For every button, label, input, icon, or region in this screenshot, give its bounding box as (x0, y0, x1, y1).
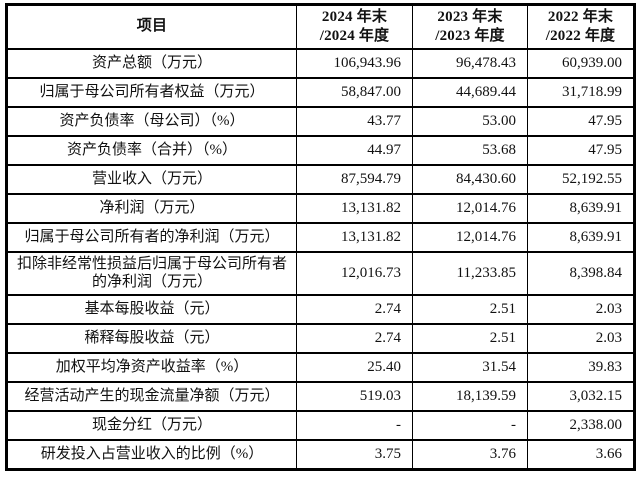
row-value: 96,478.43 (412, 47, 528, 79)
table-row: 稀释每股收益（元） 2.74 2.51 2.03 (6, 323, 635, 354)
header-year-2022-line2: /2022 年度 (545, 27, 616, 44)
row-value: 12,014.76 (412, 192, 528, 224)
row-value: 2.51 (412, 323, 528, 354)
header-item-label: 项目 (136, 18, 168, 35)
table-row: 研发投入占营业收入的比例（%） 3.75 3.76 3.66 (6, 439, 635, 470)
table-row: 净利润（万元） 13,131.82 12,014.76 8,639.91 (6, 192, 635, 224)
table-row: 资产总额（万元） 106,943.96 96,478.43 60,939.00 (6, 47, 635, 79)
row-value: 25.40 (296, 352, 413, 383)
row-value: 39.83 (527, 352, 635, 383)
row-value: 106,943.96 (296, 47, 413, 79)
row-item-label: 营业收入（万元） (6, 163, 297, 195)
table-row: 基本每股收益（元） 2.74 2.51 2.03 (6, 294, 635, 325)
row-value: 58,847.00 (296, 76, 413, 108)
header-year-2024: 2024 年末 /2024 年度 (296, 3, 413, 50)
table-row: 经营活动产生的现金流量净额（万元） 519.03 18,139.59 3,032.15 (6, 381, 635, 412)
row-value: 2.03 (527, 323, 635, 354)
row-value: 44,689.44 (412, 76, 528, 108)
row-value: 12,016.73 (296, 250, 413, 296)
header-year-2022-line1: 2022 年末 (547, 9, 614, 25)
row-value: 31.54 (412, 352, 528, 383)
header-year-2023-line1: 2023 年末 (437, 9, 503, 25)
table-body: 资产总额（万元） 106,943.96 96,478.43 60,939.00 归属于母… (6, 47, 635, 470)
row-item-label: 资产负债率（合并）（%） (6, 134, 297, 166)
row-value: 43.77 (296, 105, 413, 137)
row-item-label: 经营活动产生的现金流量净额（万元） (6, 381, 297, 412)
row-value: 8,639.91 (527, 221, 635, 253)
table-header: 项目 2024 年末 /2024 年度 2023 年末 /2023 年度 202… (6, 3, 635, 50)
table-row: 扣除非经常性损益后归属于母公司所有者的净利润（万元） 12,016.73 11,23… (6, 250, 635, 296)
row-item-label: 基本每股收益（元） (6, 294, 297, 325)
table-row: 现金分红（万元） - -2,338.00 (6, 410, 635, 441)
row-item-label: 研发投入占营业收入的比例（%） (6, 439, 297, 470)
row-value: 52,192.55 (527, 163, 635, 195)
row-value: 13,131.82 (296, 221, 413, 253)
header-year-2023-line2: /2023 年度 (435, 27, 505, 44)
row-value: 3.76 (412, 439, 528, 470)
header-year-2023: 2023 年末 /2023 年度 (412, 3, 528, 50)
row-value: 18,139.59 (412, 381, 528, 412)
header-year-2024-line2: /2024 年度 (319, 27, 390, 44)
row-value: 3,032.15 (527, 381, 635, 412)
row-item-label: 资产总额（万元） (6, 47, 297, 79)
row-value: 2.51 (412, 294, 528, 325)
row-value: 47.95 (527, 134, 635, 166)
row-item-label: 现金分红（万元） (6, 410, 297, 441)
row-value: 44.97 (296, 134, 413, 166)
row-item-label: 加权平均净资产收益率（%） (6, 352, 297, 383)
header-year-2022: 2022 年末 /2022 年度 (527, 3, 635, 50)
row-value: 3.66 (527, 439, 635, 470)
row-value: 47.95 (527, 105, 635, 137)
header-item-column: 项目 (6, 3, 297, 50)
row-value: 31,718.99 (527, 76, 635, 108)
financial-summary-table: 项目 2024 年末 /2024 年度 2023 年末 /2023 年度 202… (5, 3, 636, 471)
table-row: 资产负债率（合并）（%） 44.97 53.68 47.95 (6, 134, 635, 166)
row-value: 60,939.00 (527, 47, 635, 79)
row-value: - (296, 410, 413, 441)
table-row: 资产负债率（母公司）（%） 43.77 53.00 47.95 (6, 105, 635, 137)
row-value: - (412, 410, 528, 441)
row-value: 84,430.60 (412, 163, 528, 195)
row-value: 3.75 (296, 439, 413, 470)
row-value: 2.74 (296, 294, 413, 325)
row-value: 2,338.00 (527, 410, 635, 441)
row-item-label: 扣除非经常性损益后归属于母公司所有者的净利润（万元） (6, 250, 297, 296)
row-value: 2.03 (527, 294, 635, 325)
table-row: 归属于母公司所有者的净利润（万元） 13,131.82 12,014.76 8,639… (6, 221, 635, 253)
row-value: 87,594.79 (296, 163, 413, 195)
row-value: 53.68 (412, 134, 528, 166)
row-item-label: 净利润（万元） (6, 192, 297, 224)
row-value: 519.03 (296, 381, 413, 412)
row-item-label: 稀释每股收益（元） (6, 323, 297, 354)
row-item-label: 归属于母公司所有者权益（万元） (6, 76, 297, 108)
table-row: 归属于母公司所有者权益（万元） 58,847.00 44,689.44 31,718.… (6, 76, 635, 108)
row-value: 11,233.85 (412, 250, 528, 296)
row-value: 2.74 (296, 323, 413, 354)
row-item-label: 归属于母公司所有者的净利润（万元） (6, 221, 297, 253)
row-item-label: 资产负债率（母公司）（%） (6, 105, 297, 137)
row-value: 13,131.82 (296, 192, 413, 224)
header-year-2024-line1: 2024 年末 (321, 9, 388, 25)
header-row: 项目 2024 年末 /2024 年度 2023 年末 /2023 年度 202… (6, 3, 635, 50)
row-value: 53.00 (412, 105, 528, 137)
row-value: 8,639.91 (527, 192, 635, 224)
table-row: 加权平均净资产收益率（%） 25.40 31.54 39.83 (6, 352, 635, 383)
row-value: 12,014.76 (412, 221, 528, 253)
table-row: 营业收入（万元） 87,594.79 84,430.60 52,192.55 (6, 163, 635, 195)
row-value: 8,398.84 (527, 250, 635, 296)
